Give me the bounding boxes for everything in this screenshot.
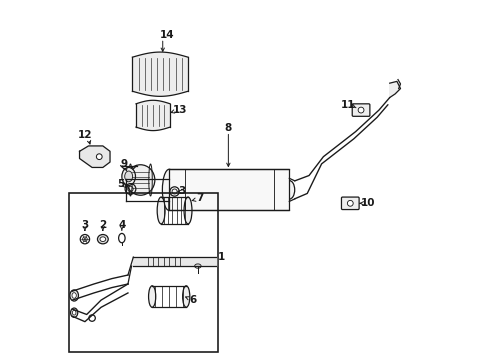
Text: 12: 12 [78, 130, 92, 140]
Text: 14: 14 [160, 30, 174, 40]
Bar [69, 193, 217, 352]
Polygon shape [136, 100, 170, 131]
Text: 3: 3 [178, 186, 185, 197]
Ellipse shape [100, 237, 105, 242]
Ellipse shape [346, 201, 352, 206]
Ellipse shape [157, 197, 165, 224]
Text: 7: 7 [196, 193, 203, 203]
Text: 5: 5 [117, 179, 124, 189]
Ellipse shape [72, 293, 76, 298]
Ellipse shape [124, 171, 132, 182]
Text: 1: 1 [217, 252, 224, 262]
FancyBboxPatch shape [341, 197, 358, 210]
Ellipse shape [183, 197, 192, 224]
Ellipse shape [357, 107, 363, 113]
Ellipse shape [162, 169, 176, 211]
Ellipse shape [96, 154, 102, 159]
Text: 13: 13 [172, 105, 187, 115]
Text: 10: 10 [360, 198, 375, 208]
Polygon shape [80, 146, 110, 167]
FancyBboxPatch shape [351, 104, 369, 116]
Text: 11: 11 [341, 100, 355, 110]
Ellipse shape [122, 167, 135, 185]
Ellipse shape [148, 286, 155, 307]
Ellipse shape [126, 165, 155, 195]
Ellipse shape [70, 308, 78, 318]
Ellipse shape [82, 237, 87, 242]
Text: 8: 8 [224, 123, 231, 133]
Text: 9: 9 [121, 159, 128, 169]
Polygon shape [389, 81, 400, 98]
Polygon shape [132, 52, 187, 96]
Ellipse shape [182, 286, 189, 307]
FancyBboxPatch shape [169, 169, 289, 211]
Text: 3: 3 [81, 220, 88, 230]
Ellipse shape [70, 290, 78, 301]
Ellipse shape [284, 181, 294, 199]
Ellipse shape [72, 310, 76, 315]
Text: 2: 2 [99, 220, 106, 230]
Ellipse shape [97, 234, 108, 244]
Text: 6: 6 [188, 295, 196, 305]
Ellipse shape [194, 264, 201, 268]
Text: 4: 4 [118, 220, 125, 230]
